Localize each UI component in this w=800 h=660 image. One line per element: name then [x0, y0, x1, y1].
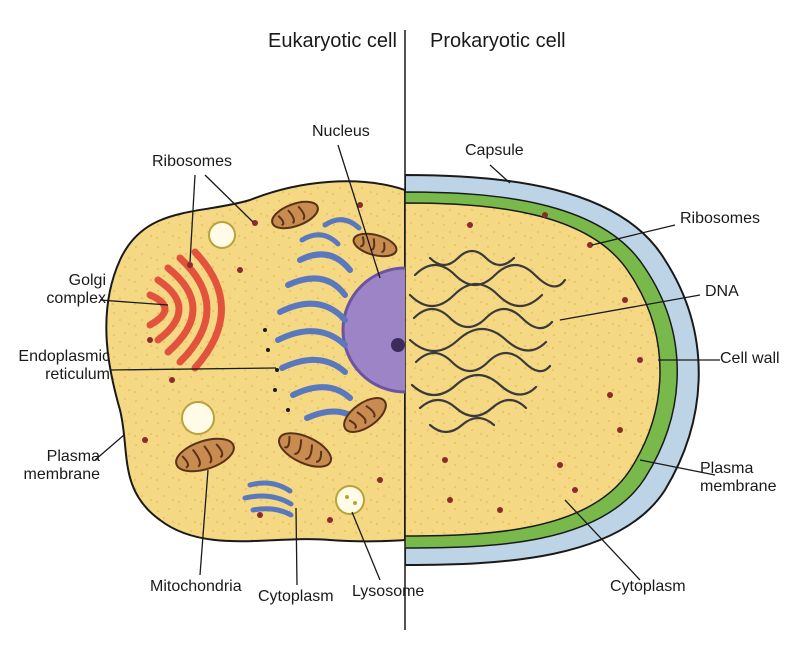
label-prok-cytoplasm: Cytoplasm [610, 578, 686, 596]
label-prok-plasma: Plasmamembrane [700, 460, 790, 497]
label-euk-lysosome: Lysosome [352, 583, 424, 601]
label-euk-mito: Mitochondria [150, 578, 242, 596]
title-eukaryotic: Eukaryotic cell [268, 30, 397, 53]
vesicle [182, 402, 214, 434]
label-euk-cytoplasm: Cytoplasm [258, 588, 334, 606]
label-prok-cellwall: Cell wall [720, 350, 780, 368]
diagram-svg [0, 0, 800, 660]
title-prokaryotic: Prokaryotic cell [430, 30, 566, 53]
nucleolus [391, 338, 405, 352]
label-euk-nucleus: Nucleus [312, 123, 370, 141]
label-prok-ribosomes: Ribosomes [680, 210, 760, 228]
label-euk-plasma: Plasmamembrane [20, 448, 100, 485]
cell-diagram: Eukaryotic cell Prokaryotic cell [0, 0, 800, 660]
lysosome [336, 486, 364, 514]
vesicle [209, 222, 235, 248]
prokaryotic-cell [405, 175, 699, 565]
label-euk-golgi: Golgicomplex [36, 272, 106, 309]
label-prok-dna: DNA [705, 283, 739, 301]
label-euk-er: Endoplasmicreticulum [10, 348, 110, 385]
label-prok-capsule: Capsule [465, 142, 524, 160]
label-euk-ribosomes: Ribosomes [152, 153, 232, 171]
